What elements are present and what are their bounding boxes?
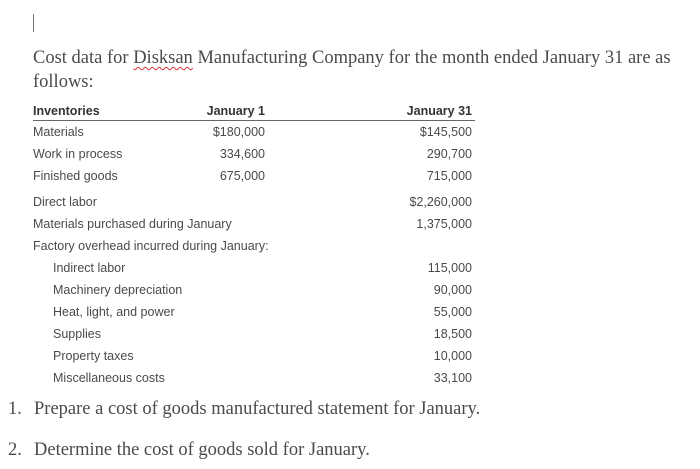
row-jan31: 290,700 — [426, 147, 472, 161]
row-value: 115,000 — [427, 261, 472, 275]
table-row: Property taxes 10,000 — [33, 345, 475, 367]
row-value: $2,260,000 — [409, 195, 472, 209]
row-label: Machinery depreciation — [53, 283, 183, 297]
row-label: Materials — [33, 125, 84, 139]
table-row: Heat, light, and power 55,000 — [33, 301, 475, 323]
row-value: 33,100 — [433, 371, 472, 385]
overhead-heading-row: Factory overhead incurred during January… — [33, 235, 475, 257]
intro-text: Cost data for — [33, 48, 134, 68]
overhead-heading: Factory overhead incurred during January… — [33, 239, 269, 253]
row-label: Finished goods — [33, 169, 118, 183]
cost-data-table: Inventories January 1 January 31 Materia… — [33, 100, 475, 389]
question-text: Determine the cost of goods sold for Jan… — [34, 440, 370, 460]
row-jan31: 715,000 — [426, 169, 472, 183]
row-jan1: 675,000 — [219, 169, 265, 183]
table-header: Inventories January 1 January 31 — [33, 100, 475, 121]
table-row: Materials purchased during January 1,375… — [33, 213, 475, 235]
table-row: Work in process 334,600 290,700 — [33, 143, 475, 165]
row-label: Property taxes — [53, 349, 134, 363]
header-inventories: Inventories — [33, 104, 100, 118]
table-row: Supplies 18,500 — [33, 323, 475, 345]
question-2: 2. Determine the cost of goods sold for J… — [8, 440, 370, 461]
row-label: Indirect labor — [53, 261, 126, 275]
row-jan1: $180,000 — [212, 125, 265, 139]
question-number: 2. — [8, 440, 22, 460]
row-label: Heat, light, and power — [53, 305, 175, 319]
row-label: Supplies — [53, 327, 101, 341]
table-row: Miscellaneous costs 33,100 — [33, 367, 475, 389]
table-row: Indirect labor 115,000 — [33, 257, 475, 279]
table-row: Machinery depreciation 90,000 — [33, 279, 475, 301]
row-value: 10,000 — [433, 349, 472, 363]
row-label: Direct labor — [33, 195, 97, 209]
question-1: 1. Prepare a cost of goods manufactured s… — [8, 399, 480, 420]
table-row: Materials $180,000 $145,500 — [33, 121, 475, 143]
row-label: Miscellaneous costs — [53, 371, 165, 385]
row-label: Work in process — [33, 147, 123, 161]
row-jan31: $145,500 — [419, 125, 472, 139]
table-row: Direct labor $2,260,000 — [33, 191, 475, 213]
question-text: Prepare a cost of goods manufactured sta… — [34, 399, 481, 419]
header-january-31: January 31 — [406, 104, 472, 118]
row-value: 18,500 — [433, 327, 472, 341]
header-january-1: January 1 — [206, 104, 265, 118]
row-value: 90,000 — [433, 283, 472, 297]
question-number: 1. — [8, 399, 22, 419]
row-jan1: 334,600 — [219, 147, 265, 161]
intro-paragraph: Cost data for Disksan Manufacturing Comp… — [33, 46, 698, 94]
intro-text-rest: Manufacturing Company for the month ende… — [33, 48, 671, 92]
table-row: Finished goods 675,000 715,000 — [33, 165, 475, 187]
row-value: 55,000 — [433, 305, 472, 319]
row-value: 1,375,000 — [416, 217, 472, 231]
company-name-misspelled[interactable]: Disksan — [133, 48, 193, 68]
text-cursor — [33, 14, 34, 32]
row-label: Materials purchased during January — [33, 217, 232, 231]
